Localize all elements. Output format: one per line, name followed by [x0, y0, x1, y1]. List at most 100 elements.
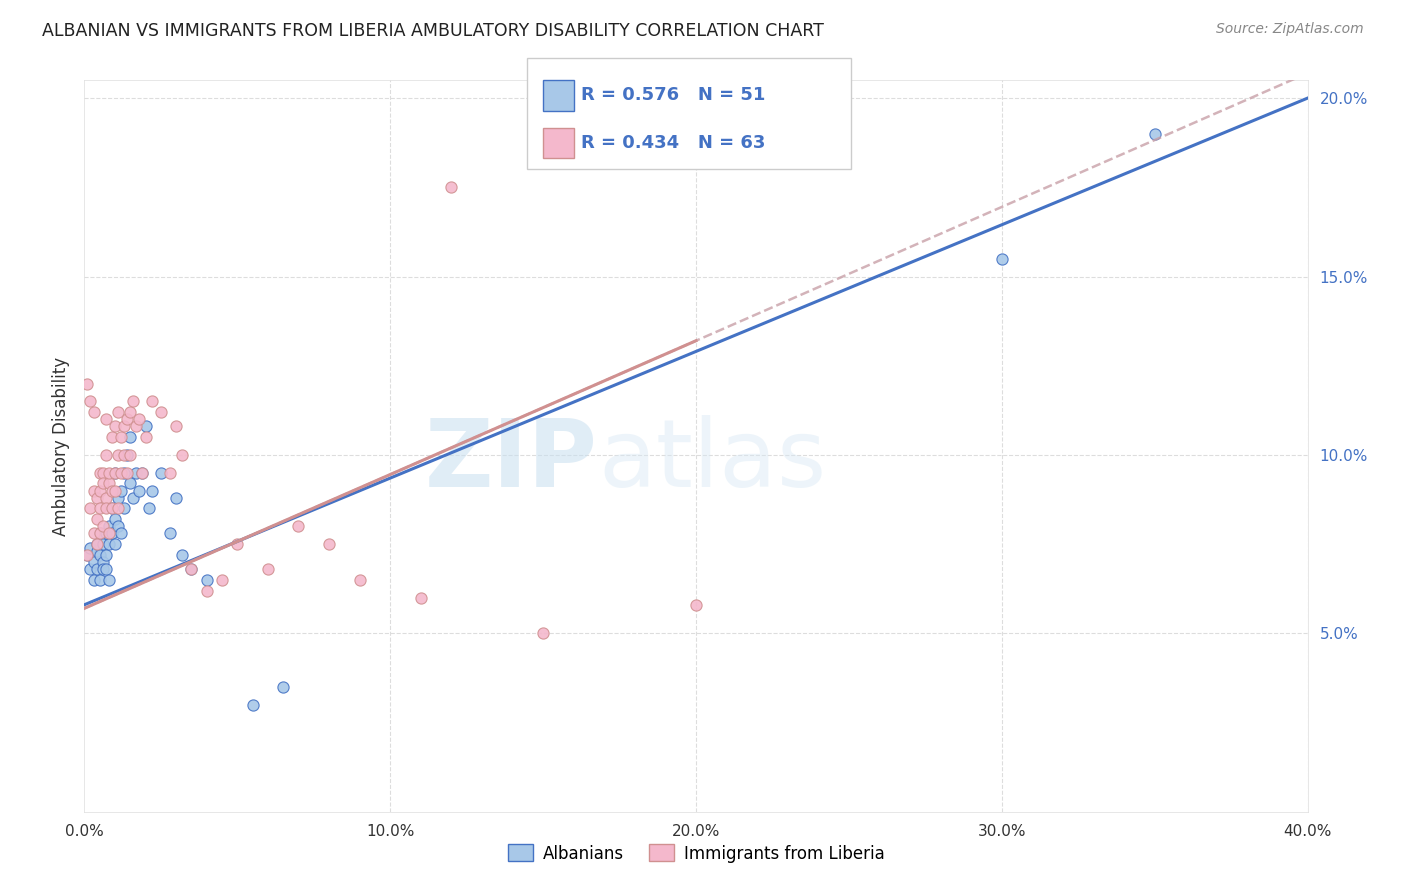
Point	[107, 491, 129, 505]
Point	[76, 548, 98, 562]
Point	[91, 476, 114, 491]
Point	[89, 526, 111, 541]
Point	[159, 526, 181, 541]
Point	[180, 562, 202, 576]
Point	[89, 548, 111, 562]
Point	[120, 448, 142, 462]
Text: ALBANIAN VS IMMIGRANTS FROM LIBERIA AMBULATORY DISABILITY CORRELATION CHART: ALBANIAN VS IMMIGRANTS FROM LIBERIA AMBU…	[42, 22, 824, 40]
Point	[94, 562, 117, 576]
Text: atlas: atlas	[598, 415, 827, 507]
Point	[112, 501, 135, 516]
Point	[131, 466, 153, 480]
Point	[172, 548, 194, 562]
Point	[165, 419, 187, 434]
Point	[159, 466, 181, 480]
Point	[149, 405, 172, 419]
Point	[110, 430, 132, 444]
Point	[120, 476, 142, 491]
Point	[685, 598, 707, 612]
Point	[257, 562, 280, 576]
Point	[104, 537, 127, 551]
Point	[120, 430, 142, 444]
Point	[104, 466, 127, 480]
Point	[97, 476, 120, 491]
Point	[91, 555, 114, 569]
Point	[141, 483, 163, 498]
Point	[89, 466, 111, 480]
Point	[76, 548, 98, 562]
Point	[104, 419, 127, 434]
Point	[112, 419, 135, 434]
Point	[110, 466, 132, 480]
Point	[97, 466, 120, 480]
Point	[83, 573, 105, 587]
Text: Source: ZipAtlas.com: Source: ZipAtlas.com	[1216, 22, 1364, 37]
Point	[101, 430, 124, 444]
Point	[107, 405, 129, 419]
Point	[97, 526, 120, 541]
Point	[110, 526, 132, 541]
Point	[101, 501, 124, 516]
Text: R = 0.576   N = 51: R = 0.576 N = 51	[581, 87, 765, 104]
Point	[101, 526, 124, 541]
Point	[94, 501, 117, 516]
Point	[195, 583, 218, 598]
Point	[115, 412, 138, 426]
Point	[104, 512, 127, 526]
Point	[101, 483, 124, 498]
Point	[120, 405, 142, 419]
Point	[86, 544, 108, 558]
Point	[107, 501, 129, 516]
Legend: Albanians, Immigrants from Liberia: Albanians, Immigrants from Liberia	[501, 838, 891, 869]
Point	[91, 562, 114, 576]
Point	[104, 483, 127, 498]
Point	[94, 548, 117, 562]
Point	[89, 483, 111, 498]
Text: R = 0.434   N = 63: R = 0.434 N = 63	[581, 134, 765, 152]
Point	[991, 252, 1014, 266]
Point	[226, 537, 249, 551]
Point	[89, 573, 111, 587]
Point	[94, 526, 117, 541]
Point	[141, 394, 163, 409]
Point	[83, 526, 105, 541]
Point	[122, 491, 145, 505]
Point	[115, 448, 138, 462]
Point	[94, 491, 117, 505]
Point	[138, 501, 160, 516]
Point	[86, 537, 108, 551]
Point	[89, 501, 111, 516]
Point	[79, 394, 101, 409]
Point	[409, 591, 432, 605]
Point	[91, 519, 114, 533]
Point	[91, 537, 114, 551]
Point	[79, 562, 101, 576]
Point	[76, 376, 98, 391]
Point	[1143, 127, 1166, 141]
Point	[122, 394, 145, 409]
Point	[79, 541, 101, 555]
Point	[180, 562, 202, 576]
Point	[107, 519, 129, 533]
Point	[83, 483, 105, 498]
Point	[91, 466, 114, 480]
Point	[131, 466, 153, 480]
Point	[112, 448, 135, 462]
Point	[440, 180, 463, 194]
Point	[83, 555, 105, 569]
Point	[242, 698, 264, 712]
Point	[211, 573, 233, 587]
Point	[112, 466, 135, 480]
Point	[135, 419, 157, 434]
Point	[94, 448, 117, 462]
Point	[97, 537, 120, 551]
Point	[271, 680, 294, 694]
Point	[107, 448, 129, 462]
Text: ZIP: ZIP	[425, 415, 598, 507]
Point	[94, 412, 117, 426]
Point	[97, 573, 120, 587]
Point	[149, 466, 172, 480]
Point	[135, 430, 157, 444]
Point	[287, 519, 309, 533]
Point	[101, 501, 124, 516]
